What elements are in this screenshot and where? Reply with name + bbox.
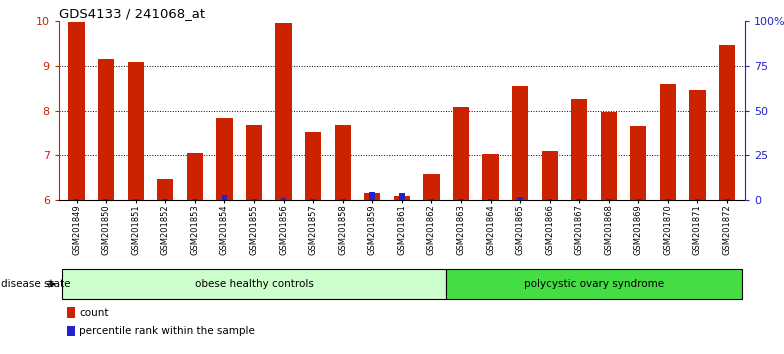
- Bar: [68, 22, 85, 200]
- Bar: [132, 199, 139, 200]
- Bar: [546, 199, 553, 200]
- Bar: [187, 153, 203, 200]
- Bar: [571, 98, 587, 200]
- Bar: [482, 154, 499, 200]
- Bar: [305, 132, 321, 200]
- Text: disease state: disease state: [1, 279, 71, 289]
- Text: obese healthy controls: obese healthy controls: [194, 279, 314, 289]
- Bar: [162, 199, 168, 200]
- Bar: [512, 86, 528, 200]
- Bar: [310, 199, 316, 200]
- FancyBboxPatch shape: [62, 269, 446, 299]
- Bar: [246, 125, 262, 200]
- Bar: [458, 199, 464, 200]
- Bar: [251, 199, 257, 200]
- Bar: [719, 45, 735, 200]
- Bar: [222, 195, 227, 200]
- Bar: [339, 199, 346, 200]
- Bar: [98, 59, 114, 200]
- Bar: [423, 174, 440, 200]
- Bar: [128, 62, 143, 200]
- Bar: [369, 192, 375, 200]
- Bar: [689, 90, 706, 200]
- Bar: [399, 193, 405, 200]
- Bar: [695, 199, 700, 200]
- Bar: [453, 107, 469, 200]
- Bar: [660, 84, 676, 200]
- Bar: [157, 179, 173, 200]
- Bar: [517, 197, 523, 200]
- Bar: [488, 199, 493, 200]
- Bar: [542, 151, 557, 200]
- Bar: [335, 125, 350, 200]
- Bar: [216, 118, 233, 200]
- Text: percentile rank within the sample: percentile rank within the sample: [79, 326, 255, 336]
- Bar: [429, 199, 434, 200]
- Bar: [364, 193, 380, 200]
- FancyBboxPatch shape: [446, 269, 742, 299]
- Bar: [103, 199, 109, 200]
- Text: GDS4133 / 241068_at: GDS4133 / 241068_at: [59, 7, 205, 20]
- Text: polycystic ovary syndrome: polycystic ovary syndrome: [524, 279, 664, 289]
- Bar: [606, 199, 612, 200]
- Bar: [67, 307, 75, 318]
- Bar: [275, 23, 292, 200]
- Bar: [67, 326, 75, 336]
- Bar: [281, 198, 286, 200]
- Bar: [665, 199, 671, 200]
- Text: count: count: [79, 308, 109, 318]
- Bar: [576, 199, 582, 200]
- Bar: [724, 199, 730, 200]
- Bar: [74, 199, 79, 200]
- Bar: [192, 199, 198, 200]
- Bar: [394, 196, 410, 200]
- Bar: [636, 199, 641, 200]
- Bar: [630, 126, 647, 200]
- Bar: [601, 112, 617, 200]
